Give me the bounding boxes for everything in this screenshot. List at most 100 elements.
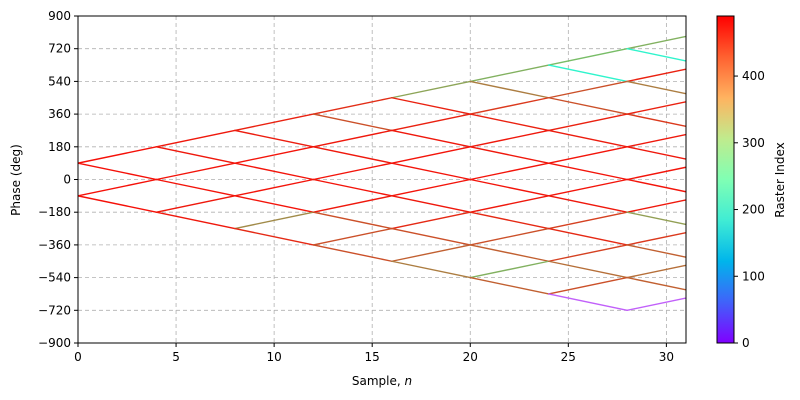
colorbar: 0 100 200 300 400 Raster Index (716, 15, 787, 350)
phase-segment (626, 211, 686, 226)
phase-segment (78, 195, 158, 213)
phase-segment (155, 162, 236, 181)
phase-segment (391, 244, 471, 262)
colorbar-tick-label: 200 (742, 203, 765, 217)
y-tick-label: 0 (63, 173, 71, 187)
y-tick-label: −360 (38, 238, 71, 252)
phase-segment (234, 227, 315, 246)
x-tick-label: 30 (659, 350, 674, 364)
phase-segment (626, 297, 686, 311)
phase-segment (626, 133, 686, 148)
phase-segment (234, 211, 315, 230)
y-tick-label: 180 (48, 140, 71, 154)
x-axis-ticks: 0 5 10 15 20 25 30 (74, 343, 674, 364)
phase-segment (312, 227, 393, 246)
colorbar-tick-label: 400 (742, 69, 765, 83)
y-tick-label: −180 (38, 205, 71, 219)
phase-segment (312, 146, 393, 164)
x-tick-label: 5 (172, 350, 180, 364)
phase-segments (78, 35, 686, 311)
phase-segment (234, 113, 315, 132)
y-tick-label: −540 (38, 271, 71, 285)
phase-segment (391, 211, 471, 230)
phase-segment (391, 178, 471, 197)
phase-segment (469, 162, 550, 181)
phase-segment (626, 231, 686, 246)
phase-segment (312, 178, 393, 197)
phase-segment (548, 97, 628, 115)
phase-segment (312, 162, 393, 181)
phase-segment (469, 211, 550, 230)
phase-segment (391, 162, 471, 181)
phase-segment (469, 178, 550, 197)
phase-segment (155, 211, 236, 230)
phase-segment (626, 48, 686, 62)
phase-segment (548, 276, 628, 295)
phase-segment (78, 162, 158, 181)
phase-segment (626, 244, 686, 258)
phase-segment (469, 113, 550, 132)
phase-segment (234, 146, 315, 164)
colorbar-tick-label: 100 (742, 269, 765, 283)
x-tick-label: 0 (74, 350, 82, 364)
phase-segment (469, 195, 550, 213)
y-tick-label: 720 (48, 42, 71, 56)
phase-segment (469, 80, 550, 99)
phase-segment (548, 146, 628, 164)
phase-segment (312, 211, 393, 230)
phase-segment (312, 244, 393, 262)
colorbar-gradient (716, 15, 735, 344)
phase-segment (548, 129, 628, 148)
x-tick-label: 25 (561, 350, 576, 364)
phase-segment (391, 129, 471, 148)
phase-segment (391, 80, 471, 99)
phase-segment (391, 97, 471, 115)
colorbar-tick-label: 300 (742, 136, 765, 150)
phase-segment (626, 199, 686, 213)
phase-segment (548, 113, 628, 132)
phase-segment (548, 48, 628, 66)
phase-segment (626, 113, 686, 128)
phase-segment (626, 264, 686, 279)
phase-segment (469, 97, 550, 115)
phase-segment (548, 178, 628, 197)
phase-segment (469, 244, 550, 262)
y-axis-ticks: −900 −720 −540 −360 −180 0 180 360 540 720 900 (38, 9, 78, 350)
phase-segment (78, 178, 158, 197)
phase-segment (626, 166, 686, 181)
phase-segment (548, 227, 628, 246)
phase-segment (391, 113, 471, 132)
phase-segment (548, 195, 628, 213)
colorbar-ticks: 0 100 200 300 400 (734, 69, 765, 350)
phase-segment (469, 129, 550, 148)
y-tick-label: −720 (38, 303, 71, 317)
phase-segment (548, 211, 628, 230)
phase-segment (391, 227, 471, 246)
phase-segment (548, 260, 628, 279)
y-tick-label: −900 (38, 336, 71, 350)
y-tick-label: 360 (48, 107, 71, 121)
phase-segment (626, 178, 686, 193)
phase-segment (548, 64, 628, 83)
phase-segment (626, 146, 686, 160)
phase-segment (312, 129, 393, 148)
phase-segment (469, 276, 550, 295)
phase-segment (78, 146, 158, 164)
phase-segment (391, 195, 471, 213)
y-tick-label: 540 (48, 74, 71, 88)
phase-segment (548, 244, 628, 262)
phase-segment (469, 227, 550, 246)
phase-segment (155, 195, 236, 213)
phase-segment (312, 195, 393, 213)
phase-segment (391, 146, 471, 164)
y-tick-label: 900 (48, 9, 71, 23)
x-tick-label: 10 (266, 350, 281, 364)
phase-segment (548, 80, 628, 99)
phase-segment (312, 97, 393, 115)
phase-segment (626, 101, 686, 115)
phase-segment (626, 276, 686, 291)
phase-segment (234, 195, 315, 213)
phase-segment (548, 162, 628, 181)
phase-segment (626, 35, 686, 50)
